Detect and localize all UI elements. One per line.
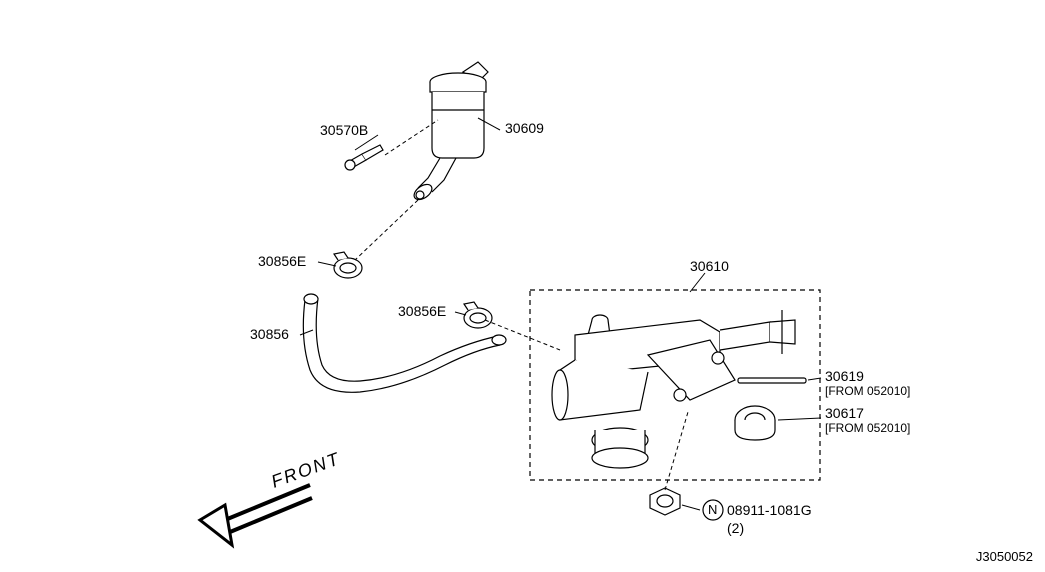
label-nut-code: 08911-1081G xyxy=(727,502,812,518)
screw-drawing xyxy=(345,145,383,170)
label-30856: 30856 xyxy=(250,326,289,342)
label-30856e-upper: 30856E xyxy=(258,253,306,269)
parts-diagram: 30570B 30609 30856E 30856E 30856 30610 3… xyxy=(0,0,1045,572)
label-nut-qty: (2) xyxy=(727,520,744,536)
label-30856e-lower: 30856E xyxy=(398,303,446,319)
label-30619: 30619 xyxy=(825,368,864,384)
label-30610: 30610 xyxy=(690,258,729,274)
label-30609: 30609 xyxy=(505,120,544,136)
hose-clip-upper-drawing xyxy=(334,252,362,278)
hose-clip-lower-drawing xyxy=(464,302,492,328)
master-cylinder-drawing xyxy=(552,310,795,468)
diagram-id: J3050052 xyxy=(976,549,1033,564)
label-30617-note: [FROM 052010] xyxy=(825,421,910,435)
pin-drawing xyxy=(738,378,806,383)
label-30617: 30617 xyxy=(825,405,864,421)
seal-kit-drawing xyxy=(735,406,775,440)
diagram-svg xyxy=(0,0,1045,572)
label-30619-note: [FROM 052010] xyxy=(825,384,910,398)
front-arrow xyxy=(200,485,312,545)
nut-prefix: N xyxy=(708,502,717,517)
reservoir-drawing xyxy=(411,62,488,203)
nut-drawing xyxy=(650,488,680,515)
label-30570b: 30570B xyxy=(320,122,368,138)
